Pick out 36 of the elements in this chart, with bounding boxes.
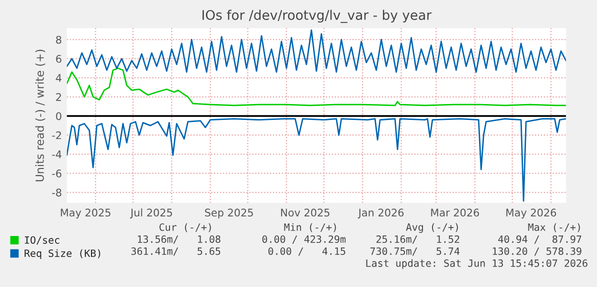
x-tick-label: Jan 2026 (358, 208, 404, 218)
y-tick-label: -6 (52, 170, 62, 178)
x-tick-label: Nov 2025 (281, 208, 330, 217)
text: 130.20 / 578.39 (492, 247, 582, 256)
text: Avg (-/+) (406, 223, 458, 233)
chart-title: IOs for /dev/rootvg/lv_var - by year (202, 10, 432, 23)
text: Cur (-/+) (159, 223, 211, 232)
text: 13.56m/ 1.08 (138, 235, 220, 244)
y-tick-label: -8 (52, 188, 62, 197)
x-tick-label: Mar 2026 (431, 208, 479, 217)
x-tick-label: Jul 2025 (130, 208, 172, 218)
text: Max (-/+) (528, 223, 580, 232)
y-tick-label: 8 (56, 36, 62, 44)
text: 0.00 / 4.15 (268, 247, 346, 256)
text: 25.16m/ 1.52 (376, 235, 460, 244)
y-axis-title: Units read (-) / write (+) (35, 50, 46, 182)
text: 40.94 / 87.97 (498, 235, 582, 244)
y-tick-label: 0 (56, 112, 62, 120)
text: Last update: Sat Jun 13 15:45:07 2026 (366, 259, 588, 269)
text: 361.41m/ 5.65 (131, 247, 220, 256)
x-tick-label: Sep 2025 (205, 208, 253, 219)
text: Min (-/+) (284, 223, 336, 232)
y-tick-label: 6 (56, 54, 62, 63)
line-series (66, 68, 566, 106)
y-tick-label: 2 (56, 93, 61, 101)
legend-label: IO/sec (24, 236, 60, 245)
y-tick-label: -2 (52, 131, 61, 140)
legend-label: Req Size (KB) (24, 249, 100, 259)
x-tick-label: May 2025 (60, 208, 110, 219)
text: 730.75m/ 5.74 (370, 247, 460, 256)
x-tick-label: May 2026 (506, 208, 556, 219)
y-tick-label: -4 (52, 150, 62, 158)
line-series (66, 118, 566, 202)
y-tick-label: 4 (56, 74, 62, 82)
line-series (66, 29, 566, 73)
text: 0.00 / 423.29m (262, 235, 346, 244)
